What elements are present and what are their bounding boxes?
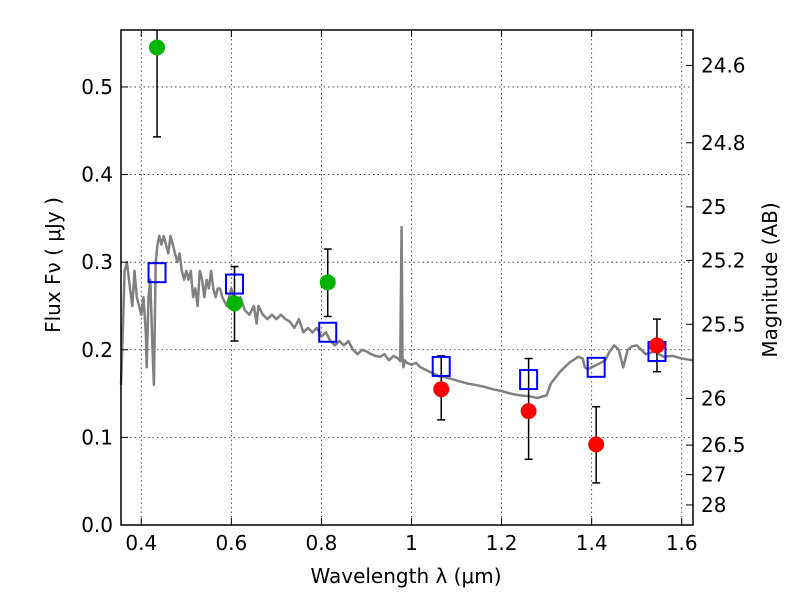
y2-tick-label: 26.5 (701, 433, 746, 457)
y2-tick-label: 26 (701, 386, 726, 410)
y2-tick-label: 24.6 (701, 53, 746, 77)
green-point (319, 274, 336, 291)
red-point (588, 436, 605, 453)
y2-axis-label: Magnitude (AB) (758, 202, 782, 357)
y2-axis-ticks: 24.6 24.8 25 25.2 25.5 26 26.5 27 28 (686, 53, 746, 517)
y2-tick-label: 25 (701, 195, 726, 219)
y-tick-label: 0.3 (81, 250, 113, 274)
model-photometry-square (318, 321, 338, 343)
y-axis-ticks: 0.0 0.1 0.2 0.3 0.4 0.5 (81, 75, 128, 537)
red-point (520, 403, 537, 420)
y2-tick-label: 25.5 (701, 312, 746, 336)
x-tick-label: 0.8 (306, 531, 338, 555)
plot-frame (120, 29, 694, 526)
y2-tick-label: 28 (701, 493, 726, 517)
y2-tick-label: 25.2 (701, 248, 746, 272)
y-tick-label: 0.2 (81, 338, 113, 362)
green-point (226, 295, 243, 312)
y-tick-label: 0.1 (81, 425, 113, 449)
x-axis-ticks: 0.4 0.6 0.8 1 1.2 1.4 1.6 (125, 30, 698, 555)
red-point (433, 381, 450, 398)
model-photometry-square (224, 273, 244, 295)
model-photometry-square (431, 355, 451, 377)
model-photometry-square (147, 262, 167, 284)
red-point (648, 337, 665, 354)
y-tick-label: 0.4 (81, 163, 113, 187)
model-photometry-square (586, 356, 606, 378)
y2-tick-label: 24.8 (701, 131, 746, 155)
y2-tick-label: 27 (701, 463, 726, 487)
x-tick-label: 1 (405, 531, 418, 555)
y-tick-label: 0.5 (81, 75, 113, 99)
x-tick-label: 0.4 (125, 531, 157, 555)
plot-area (119, 30, 694, 484)
x-axis-label: Wavelength λ (μm) (310, 564, 501, 588)
x-tick-label: 1.2 (486, 531, 518, 555)
x-tick-label: 1.6 (666, 531, 698, 555)
y-tick-label: 0.0 (81, 513, 113, 537)
y-axis-label: Flux Fν ( μJy ) (41, 197, 65, 333)
model-spectrum-line (119, 225, 694, 400)
x-tick-label: 0.6 (215, 531, 247, 555)
green-point (149, 39, 166, 56)
model-photometry-square (519, 369, 539, 391)
x-tick-label: 1.4 (576, 531, 608, 555)
grid (121, 30, 693, 525)
